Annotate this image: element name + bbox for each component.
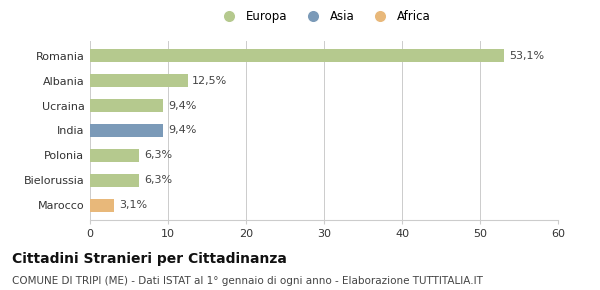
- Text: Cittadini Stranieri per Cittadinanza: Cittadini Stranieri per Cittadinanza: [12, 252, 287, 266]
- Text: 6,3%: 6,3%: [144, 175, 172, 185]
- Text: 53,1%: 53,1%: [509, 51, 544, 61]
- Bar: [90, 74, 187, 88]
- Text: COMUNE DI TRIPI (ME) - Dati ISTAT al 1° gennaio di ogni anno - Elaborazione TUTT: COMUNE DI TRIPI (ME) - Dati ISTAT al 1° …: [12, 276, 483, 285]
- Bar: [90, 198, 114, 212]
- Bar: [90, 148, 139, 162]
- Bar: [90, 173, 139, 187]
- Text: 3,1%: 3,1%: [119, 200, 147, 210]
- Text: 9,4%: 9,4%: [168, 101, 196, 110]
- Text: 6,3%: 6,3%: [144, 151, 172, 160]
- Bar: [90, 99, 163, 113]
- Text: 9,4%: 9,4%: [168, 126, 196, 135]
- Legend: Europa, Asia, Africa: Europa, Asia, Africa: [212, 5, 436, 28]
- Bar: [90, 124, 163, 137]
- Text: 12,5%: 12,5%: [192, 76, 227, 86]
- Bar: [90, 49, 504, 63]
